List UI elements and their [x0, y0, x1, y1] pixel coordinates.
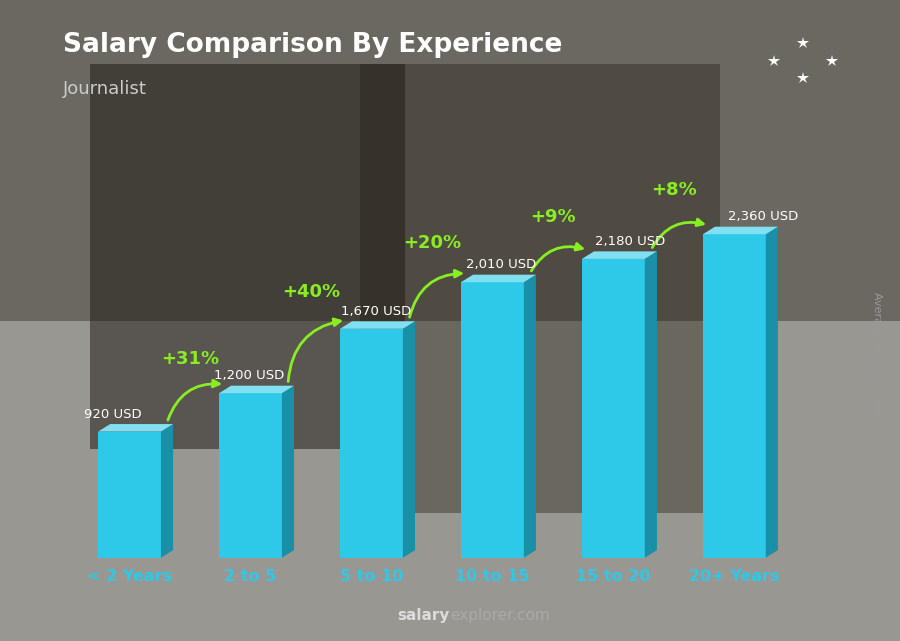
Text: +9%: +9%: [530, 208, 576, 226]
Polygon shape: [582, 251, 657, 259]
Bar: [0, 0, 900, 320]
Text: +20%: +20%: [403, 234, 461, 252]
Text: 920 USD: 920 USD: [84, 408, 141, 420]
Text: 2,180 USD: 2,180 USD: [595, 235, 665, 248]
Bar: [90, 64, 405, 449]
Bar: [219, 393, 282, 558]
Polygon shape: [524, 275, 536, 558]
Text: 2,010 USD: 2,010 USD: [466, 258, 536, 271]
Text: explorer.com: explorer.com: [450, 608, 550, 623]
Bar: [360, 64, 720, 513]
Polygon shape: [703, 227, 778, 234]
Text: +40%: +40%: [282, 283, 340, 301]
Text: +31%: +31%: [161, 350, 219, 368]
Text: +8%: +8%: [651, 181, 697, 199]
Bar: [461, 282, 524, 558]
Polygon shape: [766, 227, 778, 558]
Bar: [98, 431, 161, 558]
Polygon shape: [161, 424, 173, 558]
Text: Journalist: Journalist: [63, 80, 147, 98]
Bar: [703, 234, 766, 558]
Polygon shape: [461, 275, 536, 282]
Polygon shape: [219, 386, 294, 393]
Text: 1,670 USD: 1,670 USD: [341, 305, 411, 318]
Text: Salary Comparison By Experience: Salary Comparison By Experience: [63, 32, 562, 58]
Polygon shape: [98, 424, 173, 431]
Bar: [340, 329, 403, 558]
Bar: [0, 320, 900, 641]
Bar: [582, 259, 644, 558]
Text: salary: salary: [398, 608, 450, 623]
Polygon shape: [403, 321, 415, 558]
Polygon shape: [340, 321, 415, 329]
Text: 2,360 USD: 2,360 USD: [728, 210, 798, 223]
Text: 1,200 USD: 1,200 USD: [214, 369, 284, 382]
Text: Average Monthly Salary: Average Monthly Salary: [872, 292, 883, 426]
Polygon shape: [282, 386, 294, 558]
Polygon shape: [644, 251, 657, 558]
